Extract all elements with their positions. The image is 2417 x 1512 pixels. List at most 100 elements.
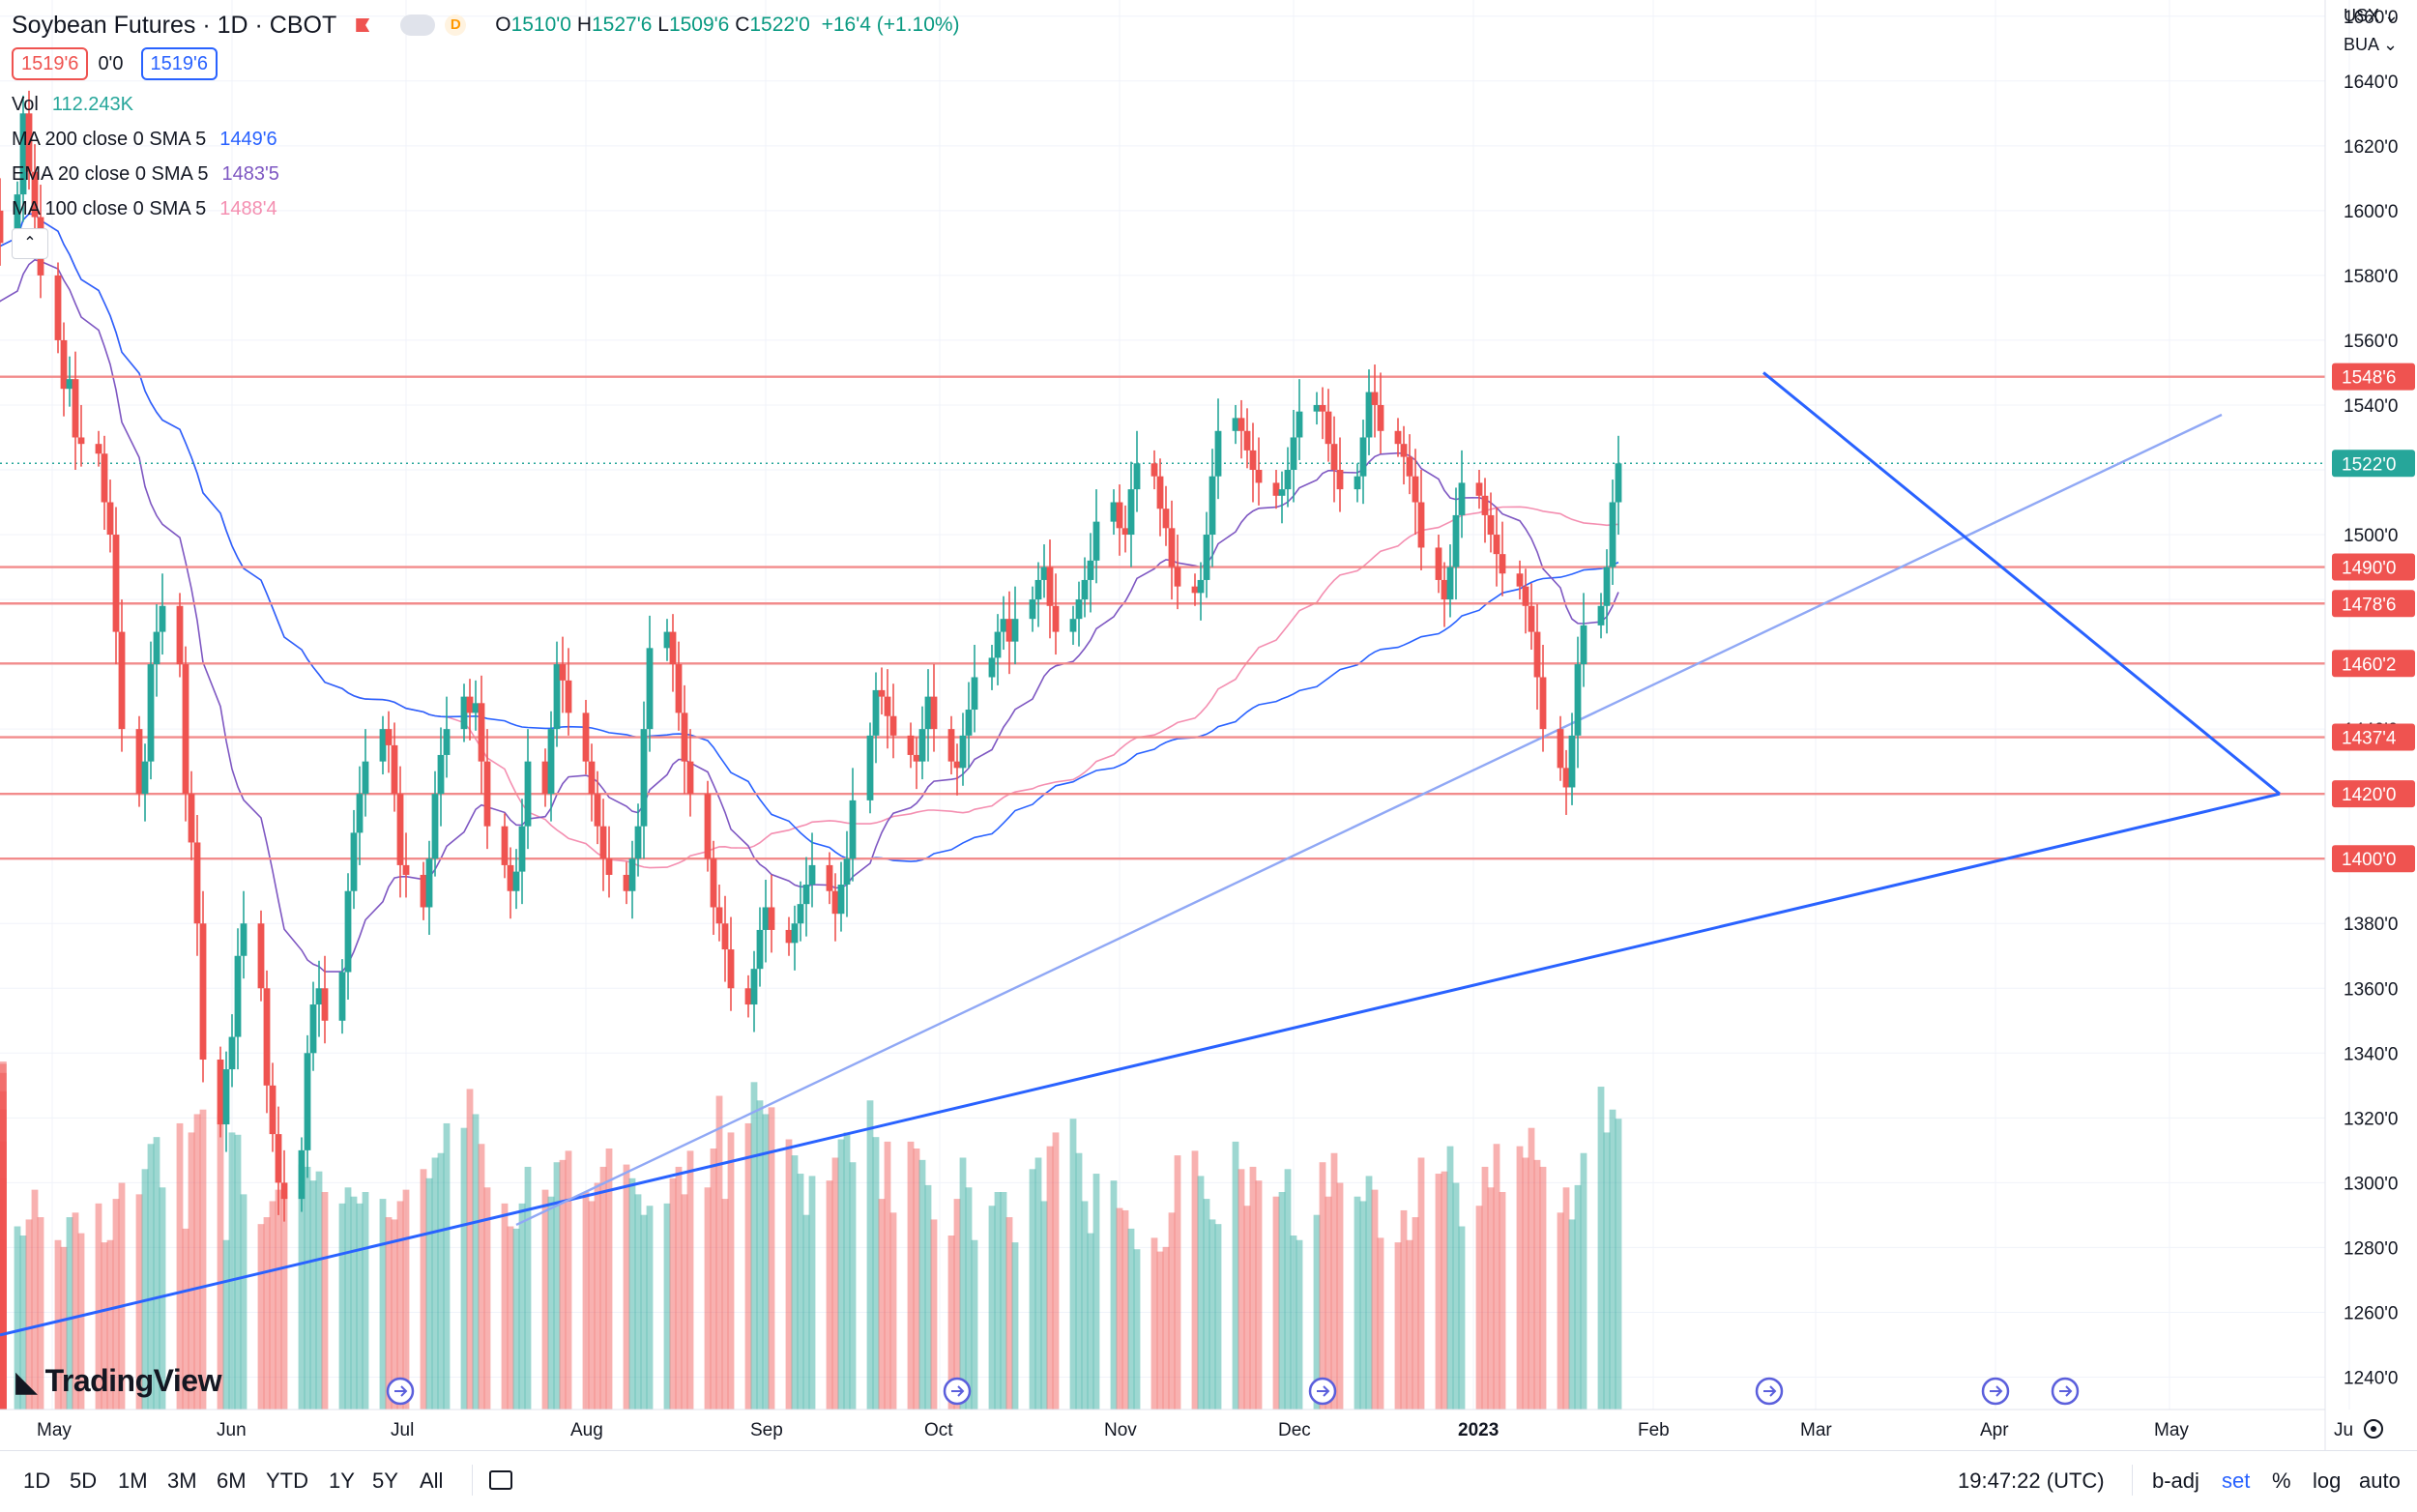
candle-body xyxy=(1609,502,1616,567)
interval-badge[interactable]: D xyxy=(445,15,467,36)
time-tick-label: Ju xyxy=(2334,1420,2353,1440)
candle-body xyxy=(507,864,514,891)
volume-bar xyxy=(1092,1174,1100,1410)
volume-bar xyxy=(924,1184,932,1410)
volume-bar xyxy=(1574,1184,1582,1410)
indicator-ma-100[interactable]: MA 100 close 0 SMA 5 1488'4 xyxy=(12,198,277,219)
trend-lines[interactable] xyxy=(0,371,2281,1337)
volume-bar xyxy=(1336,1182,1344,1410)
volume-bar xyxy=(1609,1109,1616,1410)
event-markers[interactable] xyxy=(386,1377,2080,1406)
candle-body xyxy=(188,794,195,843)
volume-bars xyxy=(0,1061,1622,1410)
timeframe-1d[interactable]: 1D xyxy=(23,1468,51,1493)
candle-body xyxy=(1435,547,1442,580)
volume-bar xyxy=(1052,1132,1060,1410)
volume-bar xyxy=(768,1107,775,1410)
time-tick-label: May xyxy=(2154,1420,2189,1440)
buy-price-button[interactable]: 1519'6 xyxy=(140,47,218,80)
candle-body xyxy=(385,729,393,745)
volume-bar xyxy=(112,1199,120,1410)
volume-bar xyxy=(1394,1242,1402,1410)
candle-body xyxy=(808,864,816,886)
option-percent[interactable]: % xyxy=(2272,1468,2291,1493)
event-arrow-icon xyxy=(1990,1385,2003,1397)
price-tick-label: 1320'0 xyxy=(2344,1109,2398,1129)
candle-body xyxy=(280,1182,288,1200)
candle-body xyxy=(344,890,352,973)
indicator-ma-200[interactable]: MA 200 close 0 SMA 5 1449'6 xyxy=(12,129,277,150)
time-axis[interactable]: May Jun Jul Aug Sep Oct Nov Dec 2023 Feb Mar Apr May… xyxy=(37,1420,2353,1440)
volume-bar xyxy=(66,1217,73,1410)
candle-body xyxy=(988,657,996,678)
volume-bar xyxy=(762,1114,770,1410)
candle-body xyxy=(1406,456,1413,477)
candle-body xyxy=(106,502,114,536)
candle-body xyxy=(350,832,358,891)
timeframe-1m[interactable]: 1M xyxy=(118,1468,148,1493)
volume-bar xyxy=(14,1226,21,1410)
utc-clock[interactable]: 19:47:22 (UTC) xyxy=(1958,1468,2105,1493)
candle-body xyxy=(553,664,561,730)
candle-body xyxy=(217,1060,224,1125)
volume-bar xyxy=(356,1203,364,1410)
volume-bar xyxy=(1214,1224,1222,1410)
indicator-ema-20[interactable]: EMA 20 close 0 SMA 5 1483'5 xyxy=(12,163,279,185)
timeframe-5d[interactable]: 5D xyxy=(70,1468,98,1493)
candle-body xyxy=(524,761,532,827)
currency-selector[interactable]: USX ⌄ xyxy=(2344,6,2400,25)
timeframe-all[interactable]: All xyxy=(420,1468,444,1493)
volume-bar xyxy=(727,1132,735,1410)
volume-bar xyxy=(721,1199,729,1410)
candle-body xyxy=(147,664,155,762)
volume-bar xyxy=(965,1187,973,1410)
timeframe-ytd[interactable]: YTD xyxy=(266,1468,308,1493)
candle-body xyxy=(1493,535,1500,555)
candle-body xyxy=(1243,430,1251,451)
timeframe-6m[interactable]: 6M xyxy=(217,1468,247,1493)
candle-body xyxy=(605,858,613,875)
tradingview-logo[interactable]: ◣ TradingView xyxy=(15,1363,221,1399)
date-range-calendar-icon[interactable] xyxy=(489,1470,512,1490)
candle-body xyxy=(623,874,630,891)
volume-bar xyxy=(0,1072,7,1410)
volume-bar xyxy=(524,1166,532,1410)
option-log[interactable]: log xyxy=(2313,1468,2342,1493)
candle-body xyxy=(443,729,451,755)
price-chart[interactable]: 1240'0 1260'0 1280'0 1300'0 1320'0 1340'0 1360… xyxy=(0,0,2417,1450)
flag-icon[interactable] xyxy=(356,18,370,32)
volume-bar xyxy=(582,1192,590,1410)
timeframe-1y[interactable]: 1Y xyxy=(329,1468,355,1493)
price-tick-label: 1300'0 xyxy=(2344,1174,2398,1194)
volume-bar xyxy=(541,1189,549,1410)
volume-bar xyxy=(77,1233,85,1410)
candle-body xyxy=(309,1004,317,1054)
sell-price-button[interactable]: 1519'6 xyxy=(12,47,89,80)
collapse-legend-button[interactable]: ⌃ xyxy=(12,228,48,259)
timeframe-3m[interactable]: 3M xyxy=(167,1468,197,1493)
indicator-volume[interactable]: Vol 112.243K xyxy=(12,94,133,115)
candle-body xyxy=(1359,437,1367,477)
volume-bar xyxy=(275,1189,282,1410)
candle-body xyxy=(72,379,79,438)
option-set[interactable]: set xyxy=(2222,1468,2251,1493)
price-tick-label: 1560'0 xyxy=(2344,332,2398,352)
symbol-title[interactable]: Soybean Futures · 1D · CBOT xyxy=(12,12,337,39)
spread-value: 0'0 xyxy=(98,53,124,74)
volume-bar xyxy=(1365,1176,1373,1410)
candle-body xyxy=(1557,729,1564,769)
option-auto[interactable]: auto xyxy=(2359,1468,2401,1493)
volume-bar xyxy=(918,1159,926,1410)
volume-bar xyxy=(715,1095,723,1410)
horizontal-levels[interactable] xyxy=(0,375,2325,860)
candle-body xyxy=(831,890,839,915)
timeframe-5y[interactable]: 5Y xyxy=(372,1468,398,1493)
candle-body xyxy=(681,712,688,762)
settings-gear-icon[interactable] xyxy=(2364,1419,2383,1439)
unit-selector[interactable]: BUA ⌄ xyxy=(2344,35,2399,54)
price-tick-label: 1580'0 xyxy=(2344,267,2398,287)
option-b-adj[interactable]: b-adj xyxy=(2152,1468,2199,1493)
candle-body xyxy=(744,988,752,1005)
eye-toggle-icon[interactable] xyxy=(400,15,436,36)
volume-bar xyxy=(1562,1187,1570,1410)
